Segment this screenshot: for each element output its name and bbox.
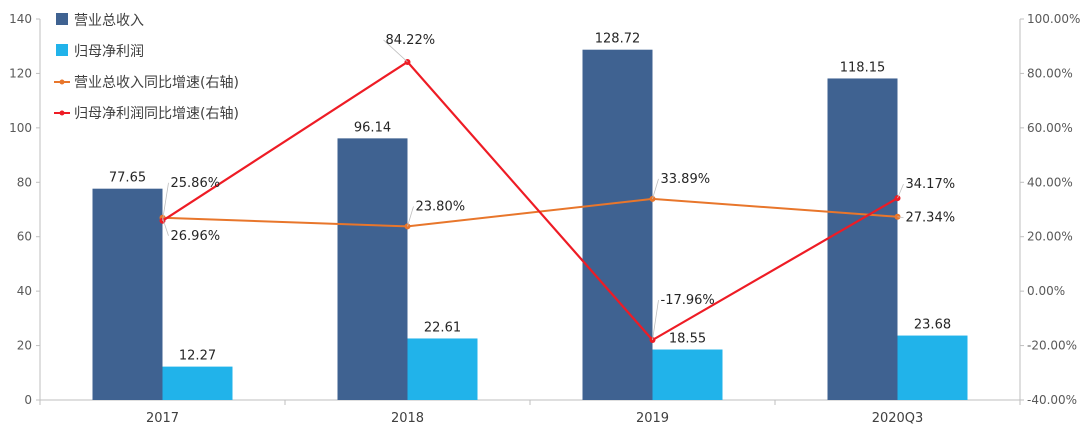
line-value-label: -17.96% [661, 293, 715, 308]
line-value-label: 34.17% [906, 177, 956, 192]
legend-marker [59, 79, 65, 85]
legend-label: 营业总收入同比增速(右轴) [74, 75, 239, 91]
legend-marker [59, 110, 65, 116]
label-leader-line [162, 182, 169, 221]
line-value-label: 27.34% [906, 211, 956, 226]
right-tick-label: 60.00% [1027, 121, 1073, 135]
line-series2 [161, 60, 899, 342]
label-leader-line [383, 39, 408, 63]
line-value-label: 26.96% [171, 229, 221, 244]
label-leader-line [652, 178, 659, 200]
bar-series2-2018 [407, 338, 478, 400]
bar-value-label: 77.65 [109, 171, 146, 186]
label-leader-line [407, 206, 414, 227]
bar-value-label: 96.14 [354, 120, 391, 135]
bar-series1-2020Q3 [827, 78, 898, 401]
left-tick-label: 100 [9, 121, 32, 135]
label-leader-line [897, 216, 904, 219]
bar-series1-2017 [92, 188, 163, 400]
bar-series1-2019 [582, 49, 653, 400]
legend-swatch [56, 44, 68, 56]
right-tick-label: 100.00% [1027, 12, 1080, 26]
category-label: 2019 [636, 411, 669, 426]
line-value-label: 23.80% [416, 199, 466, 214]
left-tick-label: 80 [17, 175, 32, 189]
right-tick-label: -20.00% [1027, 339, 1077, 353]
right-tick-label: 80.00% [1027, 66, 1073, 80]
line-value-label: 33.89% [661, 172, 711, 187]
bar-value-label: 128.72 [595, 32, 641, 47]
bar-series2-2019 [652, 349, 723, 400]
right-tick-label: 20.00% [1027, 230, 1073, 244]
category-label: 2018 [391, 411, 424, 426]
right-tick-label: 0.00% [1027, 284, 1065, 298]
bar-value-label: 18.55 [669, 332, 706, 347]
data-labels: 77.65 96.14 128.72 118.15 12.27 22.61 18.55 23.… [109, 32, 955, 364]
line-value-label: 25.86% [171, 176, 221, 191]
left-tick-label: 140 [9, 12, 32, 26]
left-tick-label: 120 [9, 66, 32, 80]
bar-series1-2018 [337, 138, 408, 400]
label-leader-line [652, 299, 659, 341]
legend-swatch [56, 13, 68, 25]
left-tick-label: 0 [24, 393, 32, 407]
right-tick-label: -40.00% [1027, 393, 1077, 407]
legend-label: 归母净利润 [74, 43, 144, 60]
bar-value-label: 23.68 [914, 318, 951, 333]
label-leader-line [162, 217, 169, 236]
line-value-label: 84.22% [386, 33, 436, 48]
right-tick-label: 40.00% [1027, 175, 1073, 189]
category-label: 2020Q3 [872, 411, 924, 426]
bar-value-label: 22.61 [424, 320, 461, 335]
bar-series2-2017 [162, 366, 233, 400]
bar-value-label: 12.27 [179, 349, 216, 364]
line-series [159, 58, 901, 344]
bar-series [92, 49, 968, 401]
category-label: 2017 [146, 411, 179, 426]
bar-series2-2020Q3 [897, 335, 968, 400]
left-tick-label: 60 [17, 230, 32, 244]
left-tick-label: 40 [17, 284, 32, 298]
label-leader-line [897, 183, 904, 199]
line-series1 [162, 197, 898, 228]
legend-label: 归母净利润同比增速(右轴) [74, 105, 239, 122]
axes: 0 20 40 60 80 100 120 140 -40.00% -20.00% 0.00% 20.… [9, 12, 1080, 426]
left-tick-label: 20 [17, 339, 32, 353]
legend-label: 营业总收入 [74, 13, 144, 29]
bar-value-label: 118.15 [840, 60, 886, 75]
